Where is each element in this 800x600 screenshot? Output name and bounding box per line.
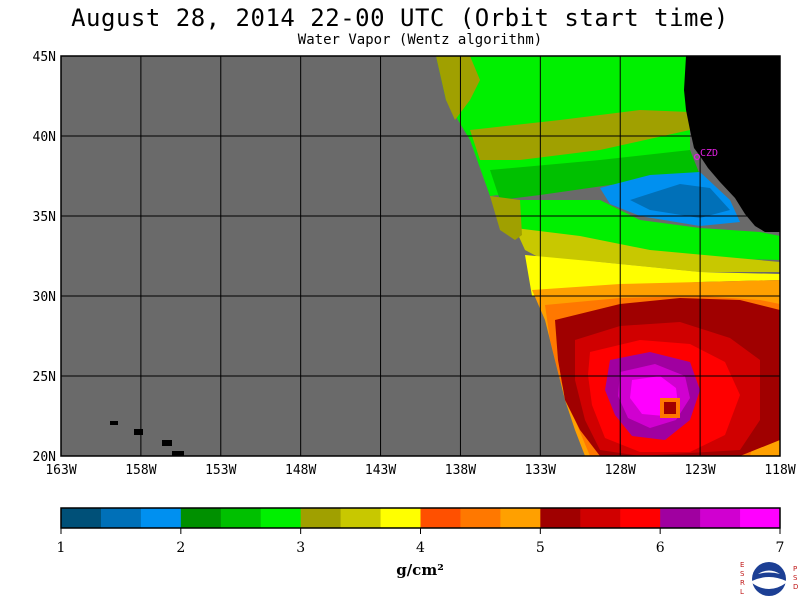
wv-band-blue	[630, 184, 730, 218]
colorbar-tick-labels: 1 2 3 4 5 6 7	[57, 528, 785, 556]
wv-band-yellow	[525, 255, 780, 296]
page-subtitle: Water Vapor (Wentz algorithm)	[297, 32, 543, 48]
colorbar-tick-label: 4	[416, 540, 425, 556]
logo-letter-right: D	[793, 583, 798, 591]
island-hawaii	[172, 451, 184, 456]
wv-band-green-mid	[500, 200, 780, 260]
colorbar-tick-label: 1	[57, 540, 66, 556]
noaa-esrl-psd-logo: E S R L P S D	[740, 561, 798, 596]
colorbar-tick-label: 6	[656, 540, 665, 556]
island-maui	[162, 440, 172, 446]
wv-band-olive-mid	[515, 228, 780, 272]
colorbar-swatch	[260, 508, 302, 528]
colorbar-tick-label: 3	[296, 540, 305, 556]
colorbar-swatch	[180, 508, 222, 528]
lat-lon-grid	[61, 56, 780, 456]
land-north-america	[684, 56, 780, 232]
logo-letter-right: P	[793, 565, 797, 573]
colorbar-swatch	[620, 508, 661, 528]
logo-letter-right: S	[793, 574, 798, 582]
colorbar-swatch	[61, 508, 102, 528]
lon-tick-label: 163W	[45, 463, 76, 478]
logo-letter-left: L	[740, 588, 744, 596]
lon-tick-label: 128W	[605, 463, 636, 478]
lon-tick-label: 133W	[525, 463, 556, 478]
lat-tick-label: 40N	[33, 130, 56, 145]
colorbar-swatch	[300, 508, 342, 528]
island-oahu	[134, 429, 143, 435]
colorbar-swatch	[500, 508, 541, 528]
colorbar-swatch	[660, 508, 701, 528]
colorbar-swatch	[100, 508, 142, 528]
lon-tick-label: 138W	[445, 463, 476, 478]
colorbar-swatch	[220, 508, 262, 528]
colorbar-swatch	[140, 508, 182, 528]
colorbar-units: g/cm²	[396, 561, 444, 579]
colorbar-swatch	[580, 508, 621, 528]
lat-tick-label: 25N	[33, 370, 56, 385]
lon-tick-label: 123W	[684, 463, 715, 478]
longitude-tick-labels: 163W 158W 153W 148W 143W 138W 133W 128W 123W 118W	[45, 463, 795, 478]
page-title: August 28, 2014 22-00 UTC (Orbit start t…	[71, 4, 729, 32]
colorbar-tick-label: 5	[536, 540, 545, 556]
logo-letter-left: R	[740, 579, 745, 587]
wv-band-olive-dark	[490, 196, 522, 240]
station-marker	[693, 153, 701, 161]
lat-tick-label: 35N	[33, 210, 56, 225]
map-field	[61, 56, 780, 456]
latitude-tick-labels: 45N 40N 35N 30N 25N 20N	[33, 50, 56, 465]
lon-tick-label: 118W	[764, 463, 795, 478]
colorbar-swatch	[380, 508, 421, 528]
logo-letter-left: S	[740, 570, 745, 578]
wv-band-olive-north2	[470, 110, 690, 160]
lat-tick-label: 45N	[33, 50, 56, 65]
lat-tick-label: 20N	[33, 450, 56, 465]
colorbar-tick-label: 2	[176, 540, 185, 556]
station-label: CZD	[700, 148, 718, 159]
colorbar	[60, 507, 781, 529]
island-kauai	[110, 421, 118, 425]
lon-tick-label: 153W	[205, 463, 236, 478]
colorbar-tick-label: 7	[776, 540, 785, 556]
wv-band-olive-north	[436, 56, 480, 120]
colorbar-swatch	[460, 508, 501, 528]
station-czd: CZD	[693, 148, 718, 161]
lon-tick-label: 143W	[365, 463, 396, 478]
colorbar-swatch	[540, 508, 581, 528]
lon-tick-label: 148W	[285, 463, 316, 478]
wv-band-green	[490, 150, 700, 200]
lon-tick-label: 158W	[125, 463, 156, 478]
colorbar-swatch	[740, 508, 781, 528]
lat-tick-label: 30N	[33, 290, 56, 305]
colorbar-swatch	[420, 508, 461, 528]
map-frame	[60, 55, 781, 457]
colorbar-swatch	[340, 508, 382, 528]
logo-letter-left: E	[740, 561, 744, 569]
colorbar-swatch	[700, 508, 741, 528]
wv-hotspot-dark	[664, 402, 676, 414]
